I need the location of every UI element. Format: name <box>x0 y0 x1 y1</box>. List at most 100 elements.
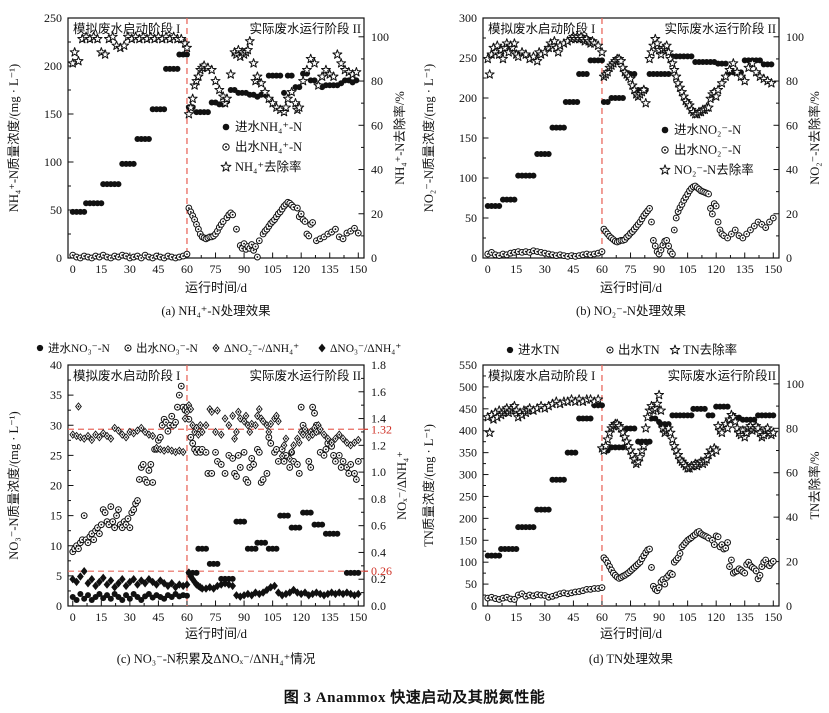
y-left-tick-label: 400 <box>459 424 477 438</box>
chart-d: 0 15 30 45 60 75 90 105 120 135 150050100150200250… <box>421 342 822 666</box>
y-left-tick-label: 550 <box>459 358 477 372</box>
y-left-tick-label: 0 <box>56 599 62 613</box>
y-left-tick-label: 0 <box>471 599 477 613</box>
y-left-tick-label: 200 <box>459 91 477 105</box>
phase-annotation: 模拟废水启动阶段 I <box>73 368 180 383</box>
y-right-tick-label: 1.2 <box>371 438 386 452</box>
y-right-axis-title: NOₓ⁻/ΔNH₄⁺ <box>395 451 409 520</box>
y-left-tick-label: 200 <box>459 511 477 525</box>
y-right-tick-label: 0.8 <box>371 492 386 506</box>
y-left-axis-title: NO₂⁻-N质量浓度/(mg · L⁻¹) <box>421 64 436 212</box>
chart-subtitle: (a) NH₄⁺-N处理效果 <box>161 303 271 318</box>
legend: 进水NO₃⁻-N 出水NO₃⁻-N ΔNO₂⁻-/ΔNH₄⁺ ΔNO₃⁻/ΔNH₄⁺ <box>36 341 401 355</box>
chart-subtitle: (c) NO₃⁻-N积累及ΔNOₓ⁻/ΔNH₄⁺情况 <box>117 652 316 666</box>
series-removal-tn <box>482 389 779 473</box>
x-tick-label: 0 <box>70 610 76 624</box>
chart-subtitle: (d) TN处理效果 <box>589 651 674 666</box>
y-left-tick-label: 25 <box>50 448 62 462</box>
y-right-tick-label: 80 <box>786 421 798 435</box>
legend: 进水TN 出水TN TN去除率 <box>506 342 737 357</box>
y-right-axis-title: NH₄⁺-N去除率/% <box>392 91 407 185</box>
x-tick-label: 90 <box>238 262 250 276</box>
x-tick-label: 75 <box>210 262 222 276</box>
legend-label: 出水NO₃⁻-N <box>136 341 199 355</box>
y-left-axis-title: NH₄⁺-N质量浓度/(mg · L⁻¹) <box>6 64 21 212</box>
threshold-label: 0.26 <box>371 564 392 578</box>
y-right-tick-label: 0.0 <box>371 599 386 613</box>
y-left-tick-label: 150 <box>44 107 62 121</box>
x-tick-label: 90 <box>653 610 665 624</box>
y-left-tick-label: 0 <box>471 251 477 265</box>
x-tick-label: 60 <box>181 610 193 624</box>
y-right-axis-title: NO₂⁻-N去除率/% <box>807 91 822 185</box>
phase-annotation: 实际废水运行阶段 II <box>250 368 361 383</box>
axes: 0 15 30 45 60 75 90 105 120 135 150050100150200250… <box>44 11 389 276</box>
phase-annotation: 模拟废水启动阶段 I <box>488 368 595 383</box>
y-left-tick-label: 50 <box>465 577 477 591</box>
y-right-tick-label: 1.8 <box>371 358 386 372</box>
x-tick-label: 105 <box>679 610 697 624</box>
x-tick-label: 30 <box>539 610 551 624</box>
x-tick-label: 45 <box>567 610 579 624</box>
figure-caption: 图 3 Anammox 快速启动及其脱氮性能 <box>283 690 546 706</box>
y-left-tick-label: 30 <box>50 418 62 432</box>
legend-label: 出水NO₂⁻-N <box>674 143 741 157</box>
legend-label: 进水NH₄⁺-N <box>235 120 302 134</box>
y-left-tick-label: 250 <box>459 489 477 503</box>
x-tick-label: 45 <box>152 262 164 276</box>
y-right-tick-label: 40 <box>786 510 798 524</box>
y-left-tick-label: 300 <box>459 11 477 25</box>
phase-annotation: 实际废水运行阶段 II <box>665 21 776 36</box>
y-left-tick-label: 150 <box>459 533 477 547</box>
x-tick-label: 135 <box>321 610 339 624</box>
y-right-tick-label: 0.6 <box>371 519 386 533</box>
x-tick-label: 15 <box>95 262 107 276</box>
y-left-tick-label: 5 <box>56 569 62 583</box>
phase-annotation: 实际废水运行阶段II <box>668 368 776 383</box>
chart-c: 0 15 30 45 60 75 90 105 120 135 150 0 5 10 15 20 25 30 35 4… <box>6 341 409 666</box>
x-tick-label: 0 <box>70 262 76 276</box>
y-left-tick-label: 450 <box>459 402 477 416</box>
phase-annotation: 实际废水运行阶段 II <box>250 21 361 36</box>
y-right-tick-label: 1.0 <box>371 465 386 479</box>
y-right-tick-label: 100 <box>786 377 804 391</box>
x-tick-label: 15 <box>95 610 107 624</box>
legend-label: 进水NO₂⁻-N <box>674 123 741 137</box>
y-right-tick-label: 1.4 <box>371 412 386 426</box>
legend-label: TN去除率 <box>683 342 737 357</box>
x-tick-label: 15 <box>510 610 522 624</box>
x-tick-label: 105 <box>264 262 282 276</box>
axes: 0 15 30 45 60 75 90 105 120 135 150050100150200250… <box>459 11 804 276</box>
x-axis-title: 运行时间/d <box>185 626 248 641</box>
series-influent-nh4 <box>69 51 360 215</box>
x-tick-label: 135 <box>736 610 754 624</box>
y-right-tick-label: 0 <box>786 251 792 265</box>
chart-subtitle: (b) NO₂⁻-N处理效果 <box>576 303 686 318</box>
x-tick-label: 45 <box>567 262 579 276</box>
y-right-axis-title: TN去除率/% <box>807 451 822 519</box>
x-axis-title: 运行时间/d <box>185 280 248 295</box>
y-right-tick-label: 100 <box>786 30 804 44</box>
x-tick-label: 105 <box>679 262 697 276</box>
chart-b: 0 15 30 45 60 75 90 105 120 135 150050100150200250… <box>421 11 822 318</box>
y-left-tick-label: 35 <box>50 388 62 402</box>
x-tick-label: 0 <box>485 262 491 276</box>
series-effluent-no2 <box>484 182 777 260</box>
legend: 进水NO₂⁻-N 出水NO₂⁻-N NO₂⁻-N去除率 <box>659 123 754 177</box>
y-left-tick-label: 50 <box>50 203 62 217</box>
y-left-tick-label: 500 <box>459 380 477 394</box>
y-right-tick-label: 60 <box>786 466 798 480</box>
legend-label: 出水TN <box>618 343 660 357</box>
x-tick-label: 0 <box>485 610 491 624</box>
phase-annotation: 模拟废水启动阶段 I <box>73 21 180 36</box>
x-axis-title: 运行时间/d <box>600 626 663 641</box>
y-right-tick-label: 20 <box>371 207 383 221</box>
y-right-tick-label: 80 <box>371 74 383 88</box>
y-right-tick-label: 20 <box>786 207 798 221</box>
legend-label: ΔNO₃⁻/ΔNH₄⁺ <box>330 343 401 355</box>
x-tick-label: 30 <box>124 610 136 624</box>
y-left-tick-label: 40 <box>50 358 62 372</box>
y-right-tick-label: 20 <box>786 555 798 569</box>
series-effluent-no3 <box>69 382 362 556</box>
x-tick-label: 135 <box>736 262 754 276</box>
